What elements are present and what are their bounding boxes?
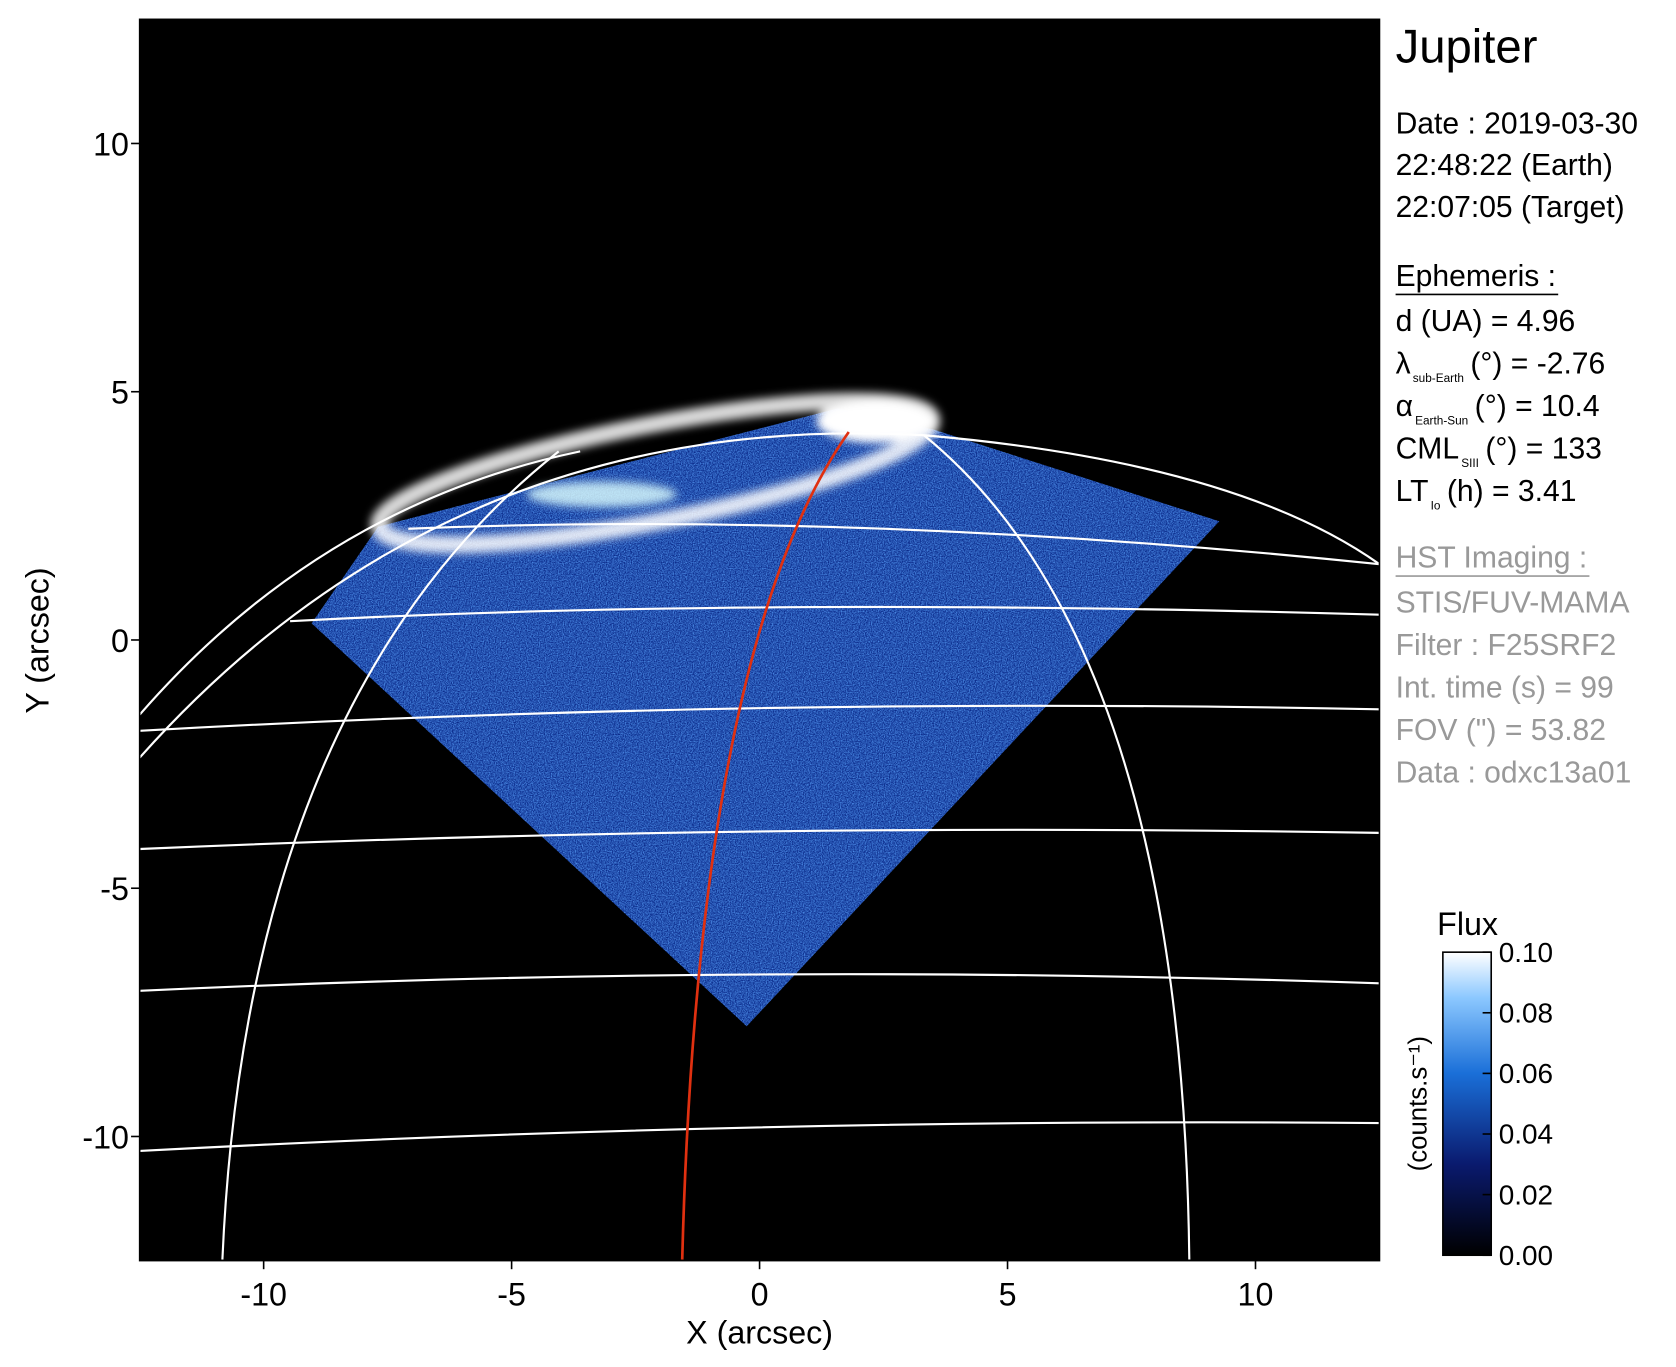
y-tick-label: 5	[111, 375, 129, 411]
panel-title: Jupiter	[1396, 20, 1538, 73]
colorbar-tick-label: 0.02	[1499, 1179, 1553, 1210]
ephemeris-line: α Earth-Sun (°) = 10.4	[1396, 390, 1600, 428]
x-tick-label: 5	[999, 1277, 1017, 1313]
colorbar	[1442, 951, 1493, 1257]
y-tick-label: 10	[93, 126, 129, 162]
date-line: 22:48:22 (Earth)	[1396, 149, 1613, 182]
x-tick-label: -5	[497, 1277, 526, 1313]
colorbar-tick-label: 0.00	[1499, 1240, 1553, 1271]
date-line: Date : 2019-03-30	[1396, 107, 1638, 140]
ephemeris-sub: Earth-Sun	[1415, 413, 1468, 427]
x-tick-label: -10	[240, 1277, 287, 1313]
ephemeris-line: λ sub-Earth (°) = -2.76	[1396, 347, 1606, 385]
imaging-line: Int. time (s) = 99	[1396, 671, 1614, 704]
section-heading: Ephemeris :	[1396, 260, 1556, 293]
colorbar-title: Flux	[1437, 906, 1498, 942]
ephemeris-sub: Io	[1431, 498, 1441, 512]
ephemeris-text: CML	[1396, 432, 1460, 465]
date-line: 22:07:05 (Target)	[1396, 191, 1625, 224]
imaging-line: Data : odxc13a01	[1396, 756, 1632, 789]
imaging-line: FOV (") = 53.82	[1396, 714, 1606, 747]
ephemeris-line: LT Io (h) = 3.41	[1396, 475, 1577, 513]
colorbar-label: (counts.s⁻¹)	[1405, 1036, 1433, 1171]
central-meridian	[680, 431, 850, 1260]
imaging-line: Filter : F25SRF2	[1396, 629, 1617, 662]
ephemeris-text: λ	[1396, 347, 1411, 380]
y-tick-label: 0	[111, 623, 129, 659]
ephemeris-line: CML SIII (°) = 133	[1396, 432, 1602, 470]
planet-grid	[139, 432, 1380, 1260]
colorbar-tick-label: 0.04	[1499, 1119, 1553, 1150]
x-tick-label: 0	[751, 1277, 769, 1313]
ephemeris-line: d (UA) = 4.96	[1396, 305, 1576, 338]
y-axis-label: Y (arcsec)	[19, 567, 55, 713]
imaging-line: STIS/FUV-MAMA	[1396, 587, 1630, 620]
colorbar-tick-label: 0.10	[1499, 937, 1553, 968]
ephemeris-sub: sub-Earth	[1413, 371, 1464, 385]
x-tick-label: 10	[1238, 1277, 1274, 1313]
ephemeris-text: α	[1396, 390, 1413, 423]
aurora	[370, 392, 941, 554]
ephemeris-after: (°) = 133	[1485, 432, 1602, 465]
side-panel: Date : 2019-03-30 22:48:22 (Earth) 22:07:0…	[1396, 107, 1638, 789]
colorbar-tick-label: 0.06	[1499, 1058, 1553, 1089]
ephemeris-after: (°) = 10.4	[1475, 390, 1600, 423]
y-tick-label: -10	[82, 1119, 129, 1155]
ephemeris-sub: SIII	[1461, 456, 1479, 470]
y-tick-label: -5	[100, 871, 129, 907]
colorbar-tick-label: 0.08	[1499, 997, 1553, 1028]
ephemeris-after: (h) = 3.41	[1447, 475, 1577, 508]
ephemeris-text: LT	[1396, 475, 1429, 508]
ephemeris-after: (°) = -2.76	[1470, 347, 1605, 380]
x-axis-label: X (arcsec)	[686, 1314, 833, 1350]
section-heading: HST Imaging :	[1396, 541, 1588, 574]
ephemeris-text: d (UA) = 4.96	[1396, 305, 1576, 338]
